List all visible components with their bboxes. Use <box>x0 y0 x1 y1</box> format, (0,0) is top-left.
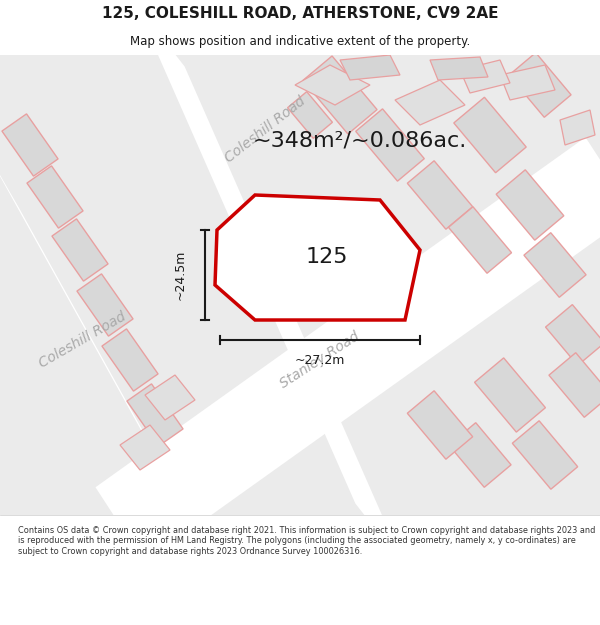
Polygon shape <box>95 138 600 562</box>
Polygon shape <box>430 57 488 80</box>
Text: Coleshill Road: Coleshill Road <box>36 309 128 371</box>
Text: Map shows position and indicative extent of the property.: Map shows position and indicative extent… <box>130 35 470 48</box>
Polygon shape <box>145 375 195 420</box>
Polygon shape <box>136 4 404 566</box>
Polygon shape <box>287 92 332 138</box>
Polygon shape <box>356 109 424 181</box>
Polygon shape <box>449 422 511 488</box>
Text: Contains OS data © Crown copyright and database right 2021. This information is : Contains OS data © Crown copyright and d… <box>18 526 595 556</box>
Polygon shape <box>454 98 526 172</box>
Text: 125: 125 <box>305 247 348 267</box>
Polygon shape <box>512 421 578 489</box>
Polygon shape <box>460 60 510 93</box>
Polygon shape <box>509 52 571 118</box>
Text: 125, COLESHILL ROAD, ATHERSTONE, CV9 2AE: 125, COLESHILL ROAD, ATHERSTONE, CV9 2AE <box>102 6 498 21</box>
Text: ~24.5m: ~24.5m <box>173 250 187 300</box>
Polygon shape <box>545 304 600 366</box>
Polygon shape <box>0 55 600 515</box>
Polygon shape <box>120 425 170 470</box>
Text: Coleshill Road: Coleshill Road <box>222 94 308 166</box>
Polygon shape <box>27 166 83 228</box>
Polygon shape <box>448 207 512 273</box>
Polygon shape <box>560 110 595 145</box>
Polygon shape <box>0 142 219 568</box>
Polygon shape <box>496 170 564 240</box>
Polygon shape <box>340 55 400 80</box>
Polygon shape <box>215 195 420 320</box>
Polygon shape <box>407 391 473 459</box>
Polygon shape <box>2 114 58 176</box>
Text: ~348m²/~0.086ac.: ~348m²/~0.086ac. <box>253 130 467 150</box>
Polygon shape <box>549 352 600 418</box>
Polygon shape <box>395 80 465 125</box>
Polygon shape <box>52 219 108 281</box>
Polygon shape <box>407 161 473 229</box>
Polygon shape <box>303 56 377 134</box>
Text: Stanley Road: Stanley Road <box>278 329 362 391</box>
Polygon shape <box>295 65 370 105</box>
Polygon shape <box>524 232 586 298</box>
Text: ~27.2m: ~27.2m <box>295 354 345 366</box>
Polygon shape <box>475 358 545 432</box>
Polygon shape <box>127 384 183 446</box>
Polygon shape <box>500 65 555 100</box>
Polygon shape <box>77 274 133 336</box>
Polygon shape <box>102 329 158 391</box>
